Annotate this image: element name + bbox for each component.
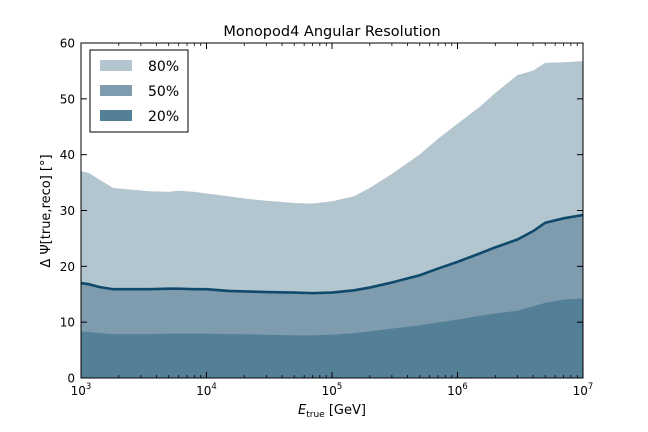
y-tick-label: 50 (60, 92, 75, 106)
legend-label-80: 80% (148, 59, 179, 75)
median-line (80, 213, 584, 295)
legend-swatch-20 (100, 110, 132, 121)
y-tick-label: 60 (60, 37, 75, 51)
area-series-20-percent (80, 298, 584, 379)
legend-label-20: 20% (148, 109, 179, 125)
y-tick-label: 30 (60, 204, 75, 218)
y-tick-label: 10 (60, 316, 75, 330)
x-tick-label: 105 (322, 382, 343, 398)
legend: 80% 50% 20% (89, 49, 189, 133)
x-tick-label: 107 (573, 382, 594, 398)
area-bands (80, 61, 584, 379)
y-tick-label: 0 (67, 372, 75, 386)
y-tick-label: 20 (60, 260, 75, 274)
chart-title: Monopod4 Angular Resolution (223, 24, 440, 40)
y-tick-label: 40 (60, 148, 75, 162)
legend-swatch-80 (100, 60, 132, 71)
x-tick-label: 104 (196, 382, 217, 398)
x-tick-label: 103 (71, 382, 92, 398)
x-tick-label: 106 (447, 382, 468, 398)
legend-label-50: 50% (148, 84, 179, 100)
legend-swatch-50 (100, 85, 132, 96)
axis-ticks: 0 10 20 30 40 50 60 103 104 105 106 107 (60, 37, 594, 399)
x-axis-label: Etrue [GeV] (298, 403, 366, 420)
y-axis-label: Δ Ψ[true,reco] [°] (39, 154, 54, 267)
